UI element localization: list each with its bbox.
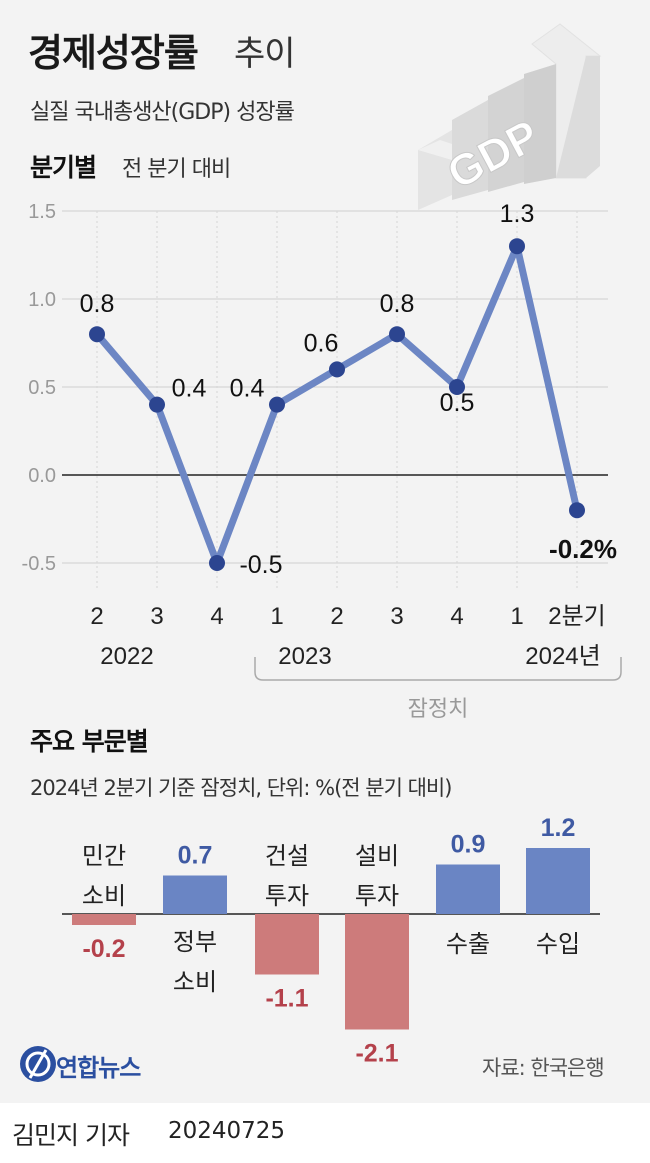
line-chart-value-labels: 0.8 0.4 -0.5 0.4 0.6 0.8 0.5 1.3 -0.2% (80, 200, 617, 579)
sector-value-label: -2.1 (355, 1040, 398, 1068)
line-chart-points (89, 238, 585, 571)
data-label: 0.4 (172, 375, 207, 403)
x-tick-label: 2분기 (548, 603, 606, 630)
x-tick-label: 3 (150, 603, 163, 630)
sector-category-label: 건설 (265, 842, 309, 870)
data-label: 0.6 (304, 329, 339, 357)
sector-category-label: 소비 (82, 882, 126, 910)
x-tick-label: 3 (390, 603, 403, 630)
page-title-suffix: 추이 (234, 34, 296, 74)
y-tick-label: -0.5 (22, 553, 56, 575)
sector-bar (255, 914, 319, 975)
bar-chart-value-labels: -0.2 0.7 -1.1 -2.1 0.9 1.2 (82, 814, 575, 1068)
y-tick-label: 1.5 (28, 201, 56, 223)
line-chart-x-ticks: 2 3 4 1 2 3 4 1 2분기 (90, 603, 605, 630)
sector-value-label: 0.9 (451, 831, 486, 859)
y-tick-label: 1.0 (28, 289, 56, 311)
sector-value-label: 1.2 (541, 814, 576, 842)
x-tick-label: 1 (270, 603, 283, 630)
sector-value-label: -1.1 (265, 985, 308, 1013)
sector-value-label: 0.7 (178, 842, 213, 870)
x-tick-label: 1 (510, 603, 523, 630)
y-tick-label: 0.5 (28, 377, 56, 399)
data-point (149, 396, 165, 413)
sector-category-label: 투자 (265, 882, 309, 910)
x-tick-label: 4 (210, 603, 223, 630)
y-tick-label: 0.0 (28, 465, 56, 487)
x-tick-label: 4 (450, 603, 463, 630)
data-point (89, 326, 105, 343)
data-label: 0.4 (230, 375, 265, 403)
publish-date: 20240725 (168, 1118, 286, 1144)
yonhap-logo-icon (20, 1046, 56, 1082)
sector-bar (436, 864, 500, 914)
x-tick-label: 2 (330, 603, 343, 630)
bar-chart-bars (72, 848, 590, 1030)
year-label: 2024년 (525, 643, 600, 670)
year-label: 2022 (100, 643, 153, 670)
x-tick-label: 2 (90, 603, 103, 630)
year-label: 2023 (278, 643, 331, 670)
sector-category-label: 정부 (173, 928, 217, 956)
sector-bar (526, 848, 590, 914)
gdp-growth-line (93, 242, 581, 567)
sector-category-label: 수입 (536, 930, 580, 958)
sector-bar (345, 914, 409, 1030)
sector-section-note: 2024년 2분기 기준 잠정치, 단위: %(전 분기 대비) (30, 776, 452, 800)
sector-bar (72, 914, 136, 925)
data-label: 0.5 (440, 389, 475, 417)
data-point (389, 326, 405, 343)
yonhap-logo-text: 연합뉴스 (56, 1054, 141, 1082)
data-point (569, 502, 585, 519)
line-chart-y-ticks: 1.5 1.0 0.5 0.0 -0.5 (22, 201, 56, 575)
quarterly-section-title: 분기별 (30, 153, 97, 182)
line-chart-series (93, 242, 581, 567)
data-point (329, 361, 345, 378)
reporter-byline: 김민지 기자 (12, 1121, 130, 1150)
page-title: 경제성장률 (28, 31, 199, 75)
data-point (449, 379, 465, 395)
data-label: -0.2% (549, 534, 617, 564)
data-point (269, 396, 285, 413)
sector-category-label: 투자 (355, 882, 399, 910)
line-chart-gridlines (62, 210, 608, 590)
source-note: 자료: 한국은행 (482, 1056, 605, 1080)
data-point (509, 238, 525, 255)
gdp-3d-graphic: GDP (418, 23, 602, 210)
sector-bar (163, 875, 227, 914)
data-point (209, 555, 225, 571)
data-label: -0.5 (239, 551, 282, 579)
sector-section-title: 주요 부문별 (30, 727, 149, 756)
data-label: 1.3 (500, 200, 535, 228)
sector-category-label: 설비 (355, 842, 399, 870)
sector-category-label: 민간 (82, 842, 126, 870)
provisional-bracket (254, 657, 622, 681)
sector-value-label: -0.2 (82, 935, 125, 963)
quarterly-section-note: 전 분기 대비 (122, 157, 231, 182)
sector-category-label: 수출 (446, 930, 490, 958)
sector-category-label: 소비 (173, 968, 217, 996)
data-label: 0.8 (380, 290, 415, 318)
line-chart-year-labels: 2022 2023 2024년 (100, 643, 600, 670)
provisional-label: 잠정치 (408, 697, 469, 722)
data-label: 0.8 (80, 290, 115, 318)
page-subtitle: 실질 국내총생산(GDP) 성장률 (30, 100, 295, 125)
